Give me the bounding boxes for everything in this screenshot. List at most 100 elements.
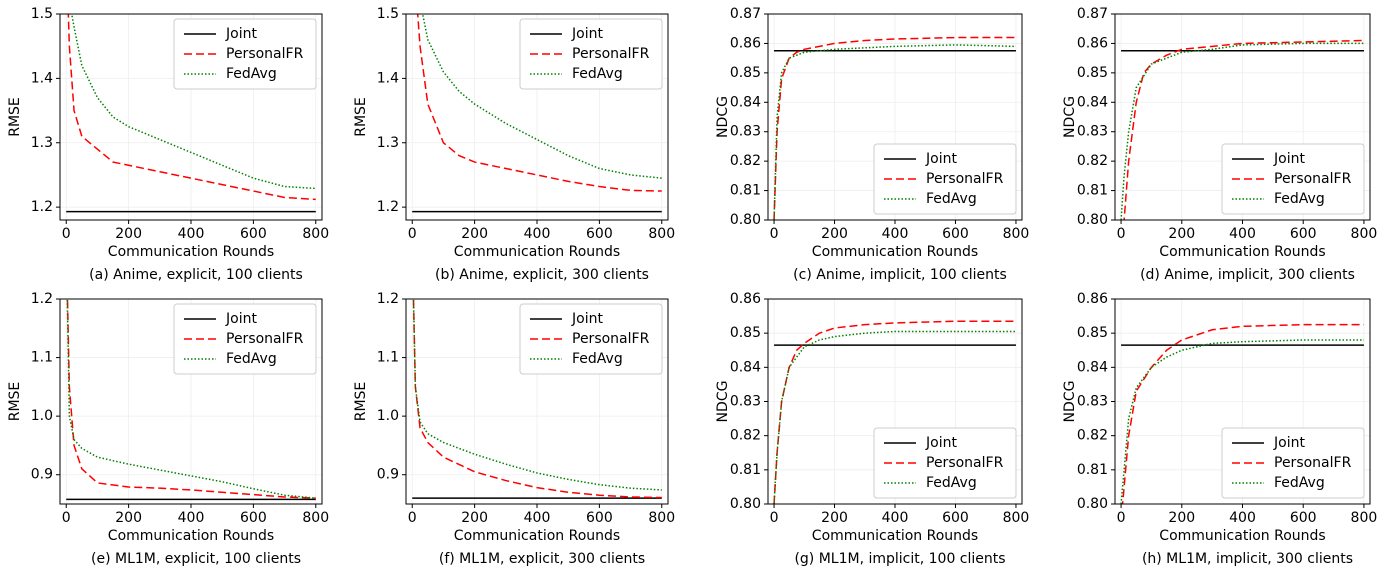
series-line xyxy=(773,320,1016,504)
x-tick-label: 800 xyxy=(1351,510,1378,526)
x-tick-label: 400 xyxy=(178,510,205,526)
x-axis-label: Communication Rounds xyxy=(454,528,620,544)
subplot: 0 200 400 600 800 0.80 0.81 0.82 0.83 0.84 0.85 0.8… xyxy=(1062,6,1377,283)
y-tick-label: 1.0 xyxy=(377,408,399,424)
y-tick-label: 0.9 xyxy=(377,467,399,483)
legend-box xyxy=(173,18,317,90)
y-tick-label: 0.83 xyxy=(1077,124,1108,140)
x-tick-label: 200 xyxy=(461,226,488,242)
x-tick-label: 0 xyxy=(62,226,71,242)
legend-box xyxy=(873,143,1017,215)
y-tick-label: 1.2 xyxy=(377,291,399,307)
legend-label: FedAvg xyxy=(572,66,623,82)
x-tick-label: 0 xyxy=(62,510,71,526)
series-line xyxy=(1121,323,1364,504)
series-line xyxy=(416,14,662,192)
legend-label: Joint xyxy=(1273,435,1305,451)
y-tick-label: 0.85 xyxy=(1077,325,1108,341)
subplot: 0 200 400 600 800 0.9 1.0 1.1 1.2 Communication R… xyxy=(353,291,675,567)
x-tick-label: 600 xyxy=(942,226,969,242)
y-tick-label: 1.4 xyxy=(377,70,399,86)
y-tick-label: 0.81 xyxy=(730,183,761,199)
x-tick-label: 0 xyxy=(770,510,779,526)
x-tick-label: 200 xyxy=(1168,510,1195,526)
legend-label: Joint xyxy=(571,26,603,42)
x-axis-label: Communication Rounds xyxy=(1159,528,1325,544)
legend-box xyxy=(173,303,317,375)
legend-label: PersonalFR xyxy=(572,331,650,347)
x-tick-label: 600 xyxy=(586,510,613,526)
x-tick-label: 200 xyxy=(821,510,848,526)
y-axis-label: NDCG xyxy=(715,381,731,423)
y-axis-label: RMSE xyxy=(7,97,23,137)
y-tick-label: 0.81 xyxy=(1077,462,1108,478)
y-tick-label: 0.80 xyxy=(730,496,761,512)
x-tick-label: 800 xyxy=(1003,510,1030,526)
x-tick-label: 200 xyxy=(115,510,142,526)
x-tick-label: 600 xyxy=(1290,226,1317,242)
x-tick-label: 0 xyxy=(408,510,417,526)
y-axis-label: RMSE xyxy=(353,382,369,422)
y-tick-label: 0.83 xyxy=(730,394,761,410)
legend-label: FedAvg xyxy=(572,351,623,367)
legend-label: FedAvg xyxy=(926,191,977,207)
x-tick-label: 200 xyxy=(115,226,142,242)
lines xyxy=(773,36,1016,220)
subplot: 0 200 400 600 800 1.2 1.3 1.4 1.5 Communication R… xyxy=(353,6,675,283)
y-tick-label: 1.0 xyxy=(31,408,53,424)
y-tick-label: 1.2 xyxy=(31,199,53,215)
y-tick-label: 0.85 xyxy=(730,65,761,81)
legend-label: FedAvg xyxy=(1274,475,1325,491)
y-tick-label: 0.9 xyxy=(31,467,53,483)
x-tick-label: 200 xyxy=(461,510,488,526)
y-tick-label: 0.82 xyxy=(1077,153,1108,169)
axes-frame xyxy=(1114,13,1371,221)
subplot: 0 200 400 600 800 1.2 1.3 1.4 1.5 Communication R… xyxy=(7,6,329,283)
legend-label: PersonalFR xyxy=(572,46,650,62)
legend-label: Joint xyxy=(571,311,603,327)
x-tick-label: 800 xyxy=(302,226,329,242)
x-tick-label: 400 xyxy=(1229,510,1256,526)
caption: (a) Anime, explicit, 100 clients xyxy=(89,267,303,283)
subplot: 0 200 400 600 800 0.9 1.0 1.1 1.2 Communication R… xyxy=(7,291,329,567)
y-tick-label: 0.82 xyxy=(1077,428,1108,444)
y-tick-label: 0.87 xyxy=(1077,6,1108,22)
legend-label: FedAvg xyxy=(226,66,277,82)
caption: (d) Anime, implicit, 300 clients xyxy=(1140,267,1355,283)
y-axis-label: RMSE xyxy=(353,97,369,137)
caption: (b) Anime, explicit, 300 clients xyxy=(435,267,649,283)
lines xyxy=(773,320,1016,504)
x-axis-label: Communication Rounds xyxy=(1159,244,1325,260)
x-tick-label: 600 xyxy=(240,226,267,242)
x-tick-label: 400 xyxy=(1229,226,1256,242)
lines xyxy=(1120,323,1364,504)
y-tick-label: 0.81 xyxy=(1077,183,1108,199)
x-tick-label: 0 xyxy=(408,226,417,242)
x-tick-label: 600 xyxy=(586,226,613,242)
y-tick-label: 0.83 xyxy=(1077,394,1108,410)
legend-label: Joint xyxy=(925,151,957,167)
lines xyxy=(412,14,662,213)
x-tick-label: 600 xyxy=(942,510,969,526)
y-tick-label: 1.1 xyxy=(377,350,399,366)
axes-frame xyxy=(405,298,669,505)
subplot: 0 200 400 600 800 0.80 0.81 0.82 0.83 0.84 0.85 0.8… xyxy=(1062,291,1377,567)
x-axis-label: Communication Rounds xyxy=(108,244,274,260)
x-tick-label: 800 xyxy=(1351,226,1378,242)
legend-label: PersonalFR xyxy=(1274,171,1352,187)
series-line xyxy=(1120,339,1364,504)
caption: (g) ML1M, implicit, 100 clients xyxy=(794,551,1005,567)
axes-frame xyxy=(59,298,323,505)
y-tick-label: 1.2 xyxy=(31,291,53,307)
y-tick-label: 1.3 xyxy=(31,135,53,151)
caption: (h) ML1M, implicit, 300 clients xyxy=(1142,551,1353,567)
x-tick-label: 0 xyxy=(770,226,779,242)
x-tick-label: 800 xyxy=(302,510,329,526)
y-tick-label: 0.80 xyxy=(730,212,761,228)
legend-box xyxy=(873,427,1017,499)
x-axis-label: Communication Rounds xyxy=(812,528,978,544)
y-tick-label: 0.83 xyxy=(730,124,761,140)
legend-label: PersonalFR xyxy=(1274,455,1352,471)
legend-label: Joint xyxy=(1273,151,1305,167)
legend-label: FedAvg xyxy=(926,475,977,491)
